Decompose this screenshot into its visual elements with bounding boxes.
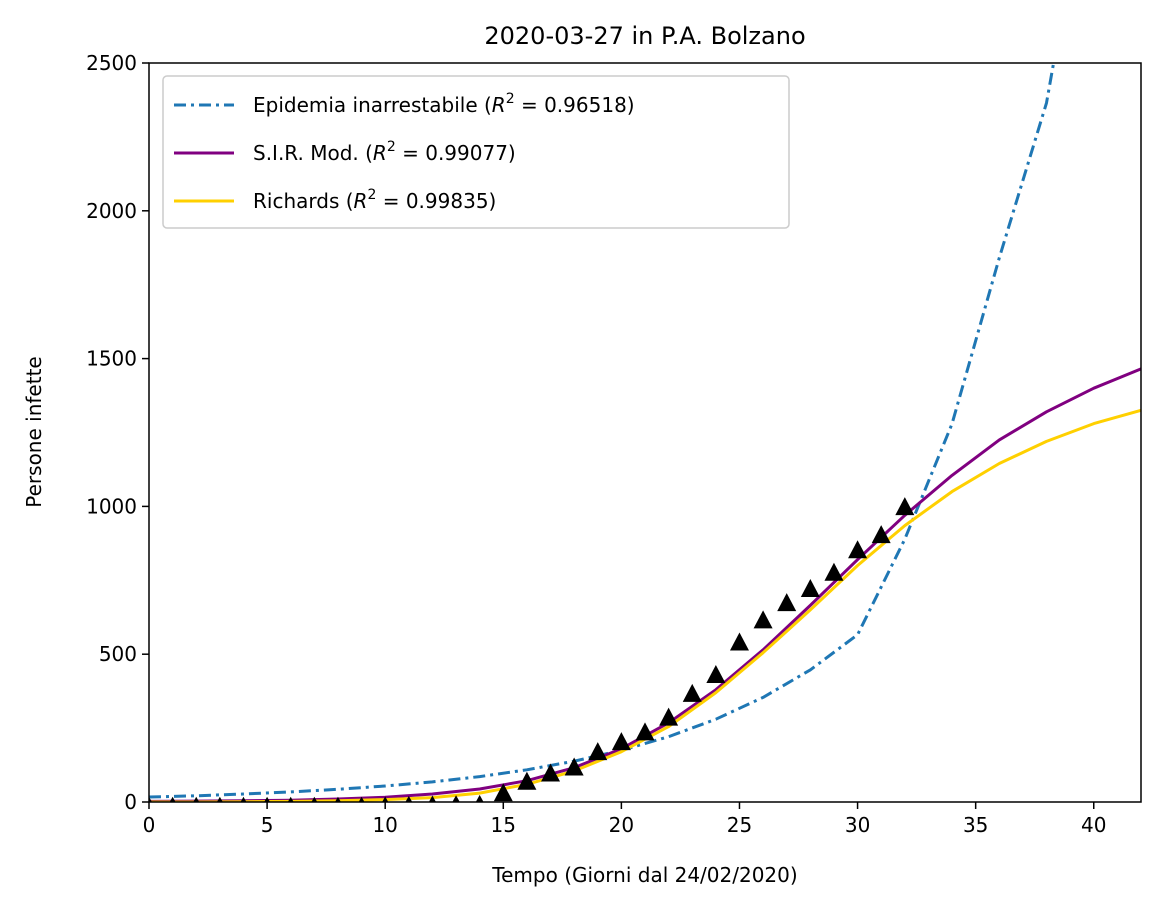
data-point bbox=[405, 795, 413, 802]
data-point bbox=[588, 742, 608, 761]
data-point bbox=[706, 665, 726, 684]
legend-entry-2: S.I.R. Mod. (R2 = 0.99077) bbox=[253, 139, 516, 165]
x-tick-label: 10 bbox=[372, 813, 397, 837]
data-point bbox=[824, 562, 844, 581]
legend-box bbox=[162, 75, 790, 229]
plot-area bbox=[149, 63, 1141, 802]
data-point bbox=[358, 796, 365, 802]
x-tick-label: 15 bbox=[491, 813, 516, 837]
y-axis-label: Persone infette bbox=[22, 356, 46, 507]
data-point bbox=[659, 707, 679, 726]
chart-title: 2020-03-27 in P.A. Bolzano bbox=[484, 22, 805, 50]
x-tick-label: 5 bbox=[261, 813, 274, 837]
data-point bbox=[264, 796, 271, 802]
legend-entry-3: Richards (R2 = 0.99835) bbox=[253, 187, 496, 213]
y-axis: 0 500 1000 1500 2000 2500 bbox=[86, 51, 149, 814]
data-point bbox=[287, 796, 294, 802]
data-point bbox=[753, 610, 773, 629]
data-point bbox=[193, 796, 200, 802]
data-point bbox=[541, 763, 561, 782]
x-axis-label: Tempo (Giorni dal 24/02/2020) bbox=[491, 863, 797, 887]
data-point bbox=[682, 683, 702, 702]
legend-entry-1: Epidemia inarrestabile (R2 = 0.96518) bbox=[253, 91, 635, 117]
y-tick-label: 500 bbox=[99, 642, 137, 666]
data-point bbox=[871, 525, 891, 544]
y-tick-label: 0 bbox=[124, 790, 137, 814]
plot-frame bbox=[148, 62, 1142, 803]
data-point bbox=[452, 795, 460, 802]
data-point bbox=[848, 540, 868, 559]
x-tick-label: 0 bbox=[143, 813, 156, 837]
data-point bbox=[800, 578, 820, 597]
x-tick-label: 30 bbox=[845, 813, 870, 837]
data-point bbox=[564, 757, 584, 776]
data-point bbox=[895, 497, 915, 516]
data-point bbox=[382, 796, 389, 802]
data-point bbox=[169, 796, 176, 802]
x-tick-label: 25 bbox=[727, 813, 752, 837]
y-tick-label: 2000 bbox=[86, 199, 137, 223]
legend: Epidemia inarrestabile (R2 = 0.96518) S.I… bbox=[162, 75, 790, 229]
data-point bbox=[240, 796, 247, 802]
x-axis: 0 5 10 15 20 25 30 35 40 bbox=[143, 802, 1106, 837]
y-tick-label: 2500 bbox=[86, 51, 137, 75]
data-point bbox=[335, 796, 341, 802]
y-tick-label: 1500 bbox=[86, 347, 137, 371]
data-point bbox=[611, 732, 631, 751]
data-point bbox=[493, 783, 513, 802]
data-point bbox=[216, 796, 223, 802]
x-tick-label: 20 bbox=[609, 813, 634, 837]
x-tick-label: 35 bbox=[963, 813, 988, 837]
data-point bbox=[635, 722, 655, 741]
data-point bbox=[428, 795, 436, 802]
data-point bbox=[729, 632, 749, 651]
data-point bbox=[475, 794, 484, 802]
x-tick-label: 40 bbox=[1081, 813, 1106, 837]
y-tick-label: 1000 bbox=[86, 494, 137, 518]
data-point bbox=[777, 593, 797, 612]
data-point bbox=[311, 796, 318, 802]
data-point bbox=[517, 771, 537, 790]
